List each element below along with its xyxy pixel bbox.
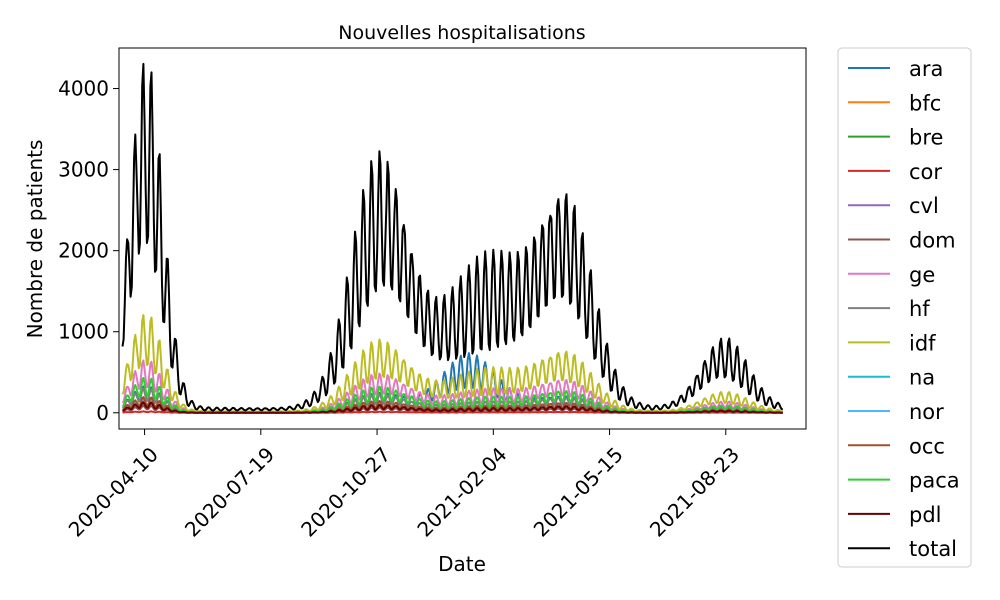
chart-title: Nouvelles hospitalisations — [338, 22, 585, 44]
x-tick-label: 2021-08-23 — [645, 442, 744, 541]
series-line-pdl — [122, 401, 783, 414]
legend-label-cvl: cvl — [909, 194, 939, 218]
legend: ara bfc bre cor cvl dom ge hf idf na nor occ paca pdl… — [837, 47, 972, 568]
legend-label-bre: bre — [909, 126, 943, 150]
legend-label-hf: hf — [909, 297, 930, 321]
x-tick-label: 2021-02-04 — [412, 442, 511, 541]
legend-label-pdl: pdl — [909, 503, 942, 527]
legend-label-occ: occ — [909, 434, 945, 458]
series-line-total — [121, 62, 784, 412]
legend-label-idf: idf — [909, 331, 936, 355]
y-tick-label: 1000 — [58, 320, 109, 344]
x-tick-label: 2020-04-10 — [64, 442, 163, 541]
legend-label-ge: ge — [909, 263, 935, 287]
x-axis-label: Date — [438, 552, 486, 576]
legend-label-dom: dom — [909, 229, 956, 253]
series-lines — [121, 62, 784, 414]
x-tick-label: 2021-05-15 — [529, 442, 628, 541]
y-tick-label: 2000 — [58, 239, 109, 263]
legend-label-nor: nor — [909, 400, 944, 424]
y-tick-label: 3000 — [58, 158, 109, 182]
y-tick-label: 4000 — [58, 77, 109, 101]
legend-label-na: na — [909, 366, 935, 390]
legend-label-total: total — [909, 537, 957, 561]
legend-box — [837, 47, 972, 568]
y-axis-label: Nombre de patients — [23, 140, 47, 339]
plot-frame — [118, 47, 807, 430]
legend-label-cor: cor — [909, 160, 942, 184]
x-tick-label: 2020-10-27 — [296, 442, 395, 541]
legend-label-paca: paca — [909, 469, 960, 493]
legend-label-bfc: bfc — [909, 91, 941, 115]
x-tick-label: 2020-07-19 — [180, 442, 279, 541]
y-axis: 0 1000 2000 3000 4000 — [58, 77, 119, 425]
y-tick-label: 0 — [96, 401, 109, 425]
legend-label-ara: ara — [909, 57, 943, 81]
x-axis: 2020-04-10 2020-07-19 2020-10-27 2021-02-04… — [64, 429, 744, 541]
